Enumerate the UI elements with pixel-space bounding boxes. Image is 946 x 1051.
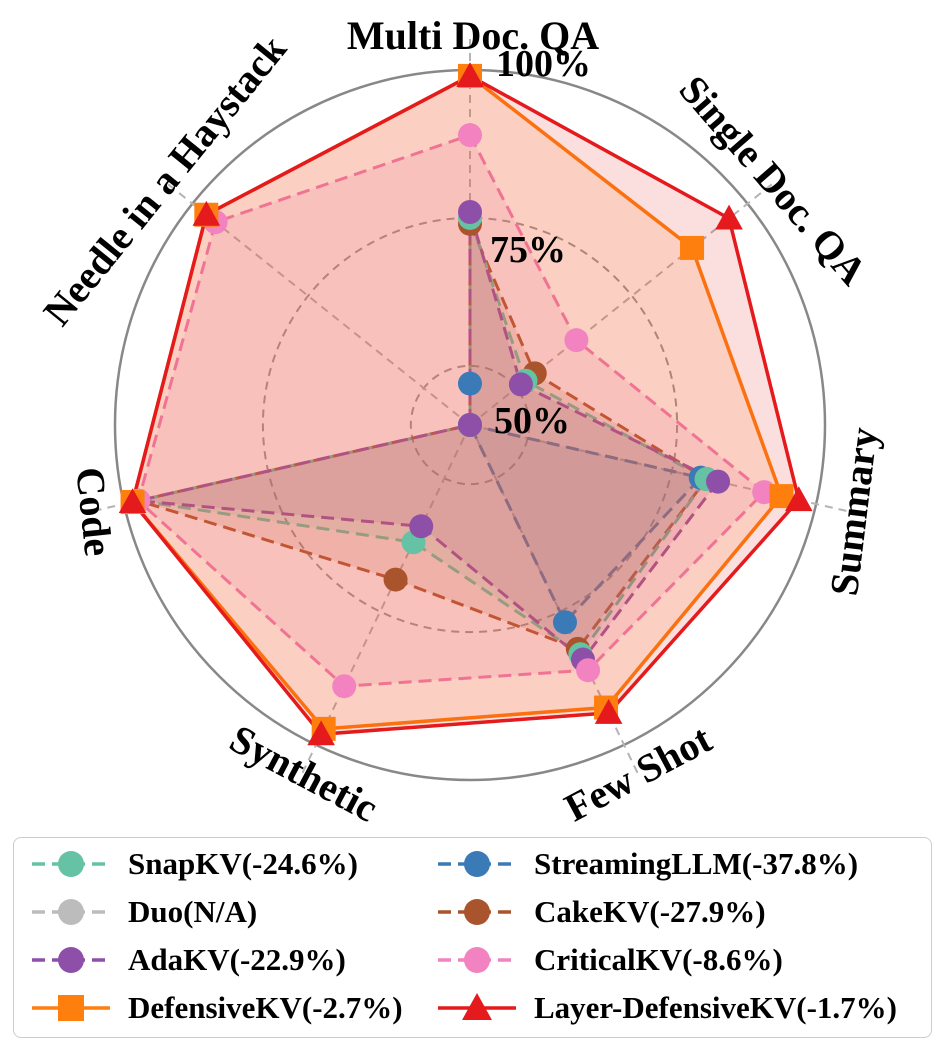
data-point: [307, 720, 335, 746]
series-area: [132, 75, 799, 735]
legend-item: SnapKV(-24.6%): [26, 841, 358, 887]
series-area: [138, 135, 765, 687]
data-point: [456, 62, 484, 87]
legend-marker: [462, 993, 492, 1020]
data-point: [784, 486, 813, 512]
data-point: [192, 200, 221, 226]
axis-label: Code: [67, 465, 121, 558]
data-point: [552, 610, 577, 635]
legend-label: CakeKV(-27.9%): [534, 894, 766, 929]
series-area: [138, 212, 719, 660]
data-point: [508, 372, 533, 397]
legend-marker: [464, 851, 490, 877]
legend-swatch: [438, 993, 516, 1020]
legend-label: Layer-DefensiveKV(-1.7%): [534, 990, 897, 1025]
legend-swatch: [32, 899, 110, 925]
radar-markers: [118, 62, 813, 746]
legend-swatch: [32, 851, 110, 877]
grid-ring: [409, 364, 531, 486]
series-line: [136, 216, 708, 656]
legend-swatch: [438, 947, 516, 973]
legend-label: DefensiveKV(-2.7%): [128, 990, 403, 1025]
axis-label: Few Shot: [557, 716, 719, 830]
data-point: [564, 328, 589, 353]
legend-swatch: [438, 899, 516, 925]
legend-marker: [58, 899, 84, 925]
data-point: [409, 514, 434, 539]
legend-item: Duo(N/A): [26, 889, 257, 935]
series-line: [130, 74, 801, 736]
data-point: [680, 235, 705, 260]
data-point: [706, 469, 731, 494]
data-point: [715, 204, 743, 230]
legend-label: AdaKV(-22.9%): [128, 942, 346, 977]
data-point: [332, 674, 357, 699]
legend-label: StreamingLLM(-37.8%): [534, 846, 859, 881]
series-line: [136, 210, 720, 662]
legend-item: DefensiveKV(-2.7%): [26, 985, 403, 1031]
legend-item: CakeKV(-27.9%): [432, 889, 766, 935]
legend-item: StreamingLLM(-37.8%): [432, 841, 858, 887]
legend-item: Layer-DefensiveKV(-1.7%): [432, 985, 897, 1031]
data-point: [576, 658, 601, 683]
axis-label: Summary: [821, 425, 886, 598]
legend-marker: [58, 995, 84, 1021]
series-area: [470, 383, 701, 623]
legend: SnapKV(-24.6%) StreamingLLM(-37.8%) Duo(N/…: [13, 837, 932, 1038]
legend-swatch: [32, 947, 110, 973]
data-point: [458, 413, 482, 437]
legend-swatch: [32, 995, 110, 1021]
radial-tick-label: 75%: [490, 229, 566, 271]
legend-label: Duo(N/A): [128, 894, 258, 929]
legend-swatch: [438, 851, 516, 877]
legend-marker: [464, 899, 490, 925]
data-point: [594, 699, 623, 724]
data-point: [458, 200, 482, 224]
legend-label: CriticalKV(-8.6%): [534, 942, 783, 977]
data-point: [458, 123, 482, 148]
legend-label: SnapKV(-24.6%): [128, 846, 358, 881]
data-point: [458, 371, 482, 396]
series-area: [132, 75, 782, 729]
data-point: [383, 567, 408, 592]
axis-label: Multi Doc. QA: [347, 13, 599, 58]
legend-item: AdaKV(-22.9%): [26, 937, 346, 983]
legend-marker: [58, 851, 84, 877]
radar-series: [130, 74, 801, 736]
legend-marker: [58, 947, 84, 973]
data-point: [118, 488, 147, 514]
grid-ring: [261, 216, 679, 634]
legend-marker: [464, 947, 490, 973]
series-line: [136, 133, 766, 688]
radial-tick-label: 50%: [494, 400, 570, 442]
legend-item: CriticalKV(-8.6%): [432, 937, 783, 983]
radial-tick-label: 100%: [496, 43, 591, 85]
